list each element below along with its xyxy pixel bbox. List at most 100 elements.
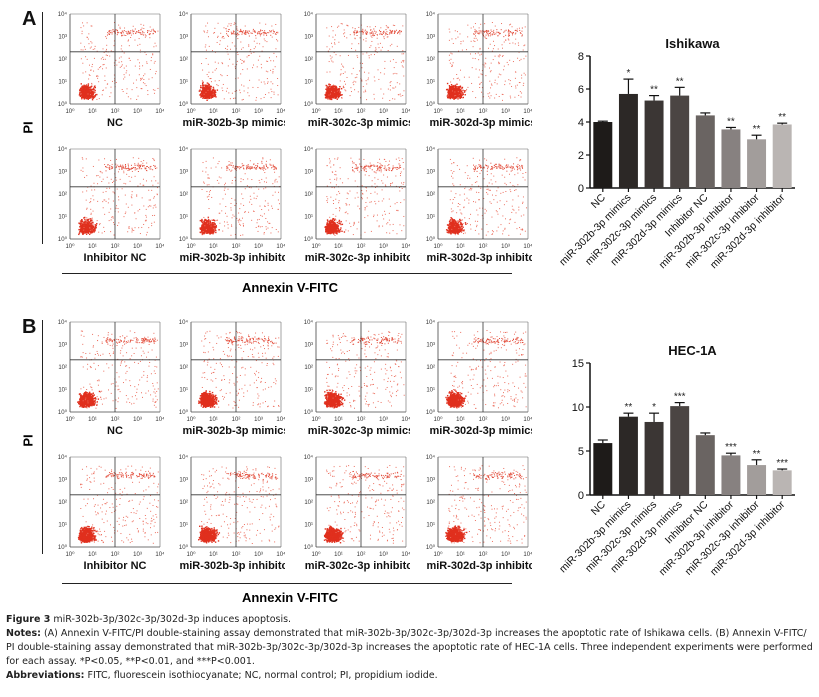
facs-y-tick-label: 10⁴ xyxy=(179,146,189,153)
facs-x-tick-label: 10⁴ xyxy=(523,243,532,250)
facs-y-tick-label: 10³ xyxy=(179,35,188,41)
panel-b-annexin-axis-line xyxy=(62,583,512,584)
facs-y-tick-label: 10³ xyxy=(179,478,188,484)
facs-y-tick-label: 10³ xyxy=(426,35,435,41)
facs-y-tick-label: 10³ xyxy=(304,35,313,41)
notes-label: Notes: xyxy=(6,628,41,639)
facs-y-tick-label: 10² xyxy=(179,500,188,506)
panel-b-pi-axis-line xyxy=(42,320,43,554)
y-tick-label: 6 xyxy=(578,84,584,96)
facs-plot-label: miR-302b-3p inhibitor xyxy=(179,560,285,572)
panel-a-pi-axis-line xyxy=(42,12,43,244)
facs-x-tick-label: 10³ xyxy=(254,552,263,558)
facs-points xyxy=(445,330,527,409)
facs-x-tick-label: 10¹ xyxy=(88,109,97,115)
facs-x-tick-label: 10⁴ xyxy=(276,416,285,423)
facs-x-tick-label: 10² xyxy=(111,109,120,115)
facs-y-tick-label: 10⁴ xyxy=(58,319,68,326)
facs-y-tick-label: 10² xyxy=(426,57,435,63)
facs-y-tick-label: 10¹ xyxy=(58,80,67,86)
chart-title: Ishikawa xyxy=(665,38,720,51)
facs-y-tick-label: 10⁰ xyxy=(179,544,189,551)
facs-x-tick-label: 10³ xyxy=(133,244,142,250)
caption-title-line: Figure 3 miR-302b-3p/302c-3p/302d-3p ind… xyxy=(6,613,814,627)
facs-x-tick-label: 10² xyxy=(111,244,120,250)
facs-points xyxy=(198,330,280,409)
facs-y-tick-label: 10² xyxy=(58,365,67,371)
facs-x-tick-label: 10⁰ xyxy=(311,108,321,115)
facs-y-tick-label: 10¹ xyxy=(426,388,435,394)
facs-y-tick-label: 10¹ xyxy=(179,80,188,86)
x-tick-label: NC xyxy=(589,498,609,518)
facs-x-tick-label: 10² xyxy=(232,109,241,115)
facs-y-tick-label: 10³ xyxy=(58,478,67,484)
facs-points xyxy=(77,465,159,544)
facs-x-tick-label: 10¹ xyxy=(88,552,97,558)
facs-y-tick-label: 10⁰ xyxy=(304,236,314,243)
significance-label: ** xyxy=(676,76,684,87)
facs-plot-label: miR-302b-3p inhibitor xyxy=(179,252,285,264)
facs-x-tick-label: 10⁴ xyxy=(401,108,410,115)
facs-x-tick-label: 10⁴ xyxy=(523,108,532,115)
panel-a-annexin-label: Annexin V-FITC xyxy=(241,280,339,295)
facs-y-tick-label: 10¹ xyxy=(426,523,435,529)
facs-x-tick-label: 10³ xyxy=(254,109,263,115)
facs-y-tick-label: 10⁴ xyxy=(58,146,68,153)
facs-x-tick-label: 10³ xyxy=(254,244,263,250)
facs-x-tick-label: 10⁴ xyxy=(155,416,164,423)
facs-y-tick-label: 10⁰ xyxy=(426,544,436,551)
facs-x-tick-label: 10² xyxy=(479,552,488,558)
facs-y-tick-label: 10⁰ xyxy=(58,236,68,243)
significance-label: * xyxy=(652,402,656,413)
facs-points xyxy=(198,22,279,101)
facs-x-tick-label: 10¹ xyxy=(334,552,343,558)
facs-x-tick-label: 10³ xyxy=(379,552,388,558)
panel-a-letter: A xyxy=(22,8,37,30)
facs-x-tick-label: 10⁴ xyxy=(401,551,410,558)
significance-label: ** xyxy=(753,124,761,135)
abbrev-text: FITC, fluorescein isothiocyanate; NC, no… xyxy=(87,670,438,681)
facs-plot-label: miR-302d-3p mimics xyxy=(430,425,532,437)
facs-x-tick-label: 10² xyxy=(232,417,241,423)
panel-b-letter: B xyxy=(22,316,37,338)
facs-points xyxy=(323,330,405,409)
facs-x-tick-label: 10¹ xyxy=(88,244,97,250)
bar xyxy=(695,115,715,188)
facs-plot-label: miR-302c-3p mimics xyxy=(308,425,410,437)
facs-x-tick-label: 10¹ xyxy=(456,417,465,423)
facs-plot-label: miR-302c-3p inhibitor xyxy=(305,560,410,572)
facs-x-tick-label: 10⁰ xyxy=(186,108,196,115)
y-tick-label: 8 xyxy=(578,51,584,63)
facs-y-tick-label: 10⁴ xyxy=(426,146,436,153)
caption-notes: Notes: (A) Annexin V-FITC/PI double-stai… xyxy=(6,627,814,669)
facs-x-tick-label: 10¹ xyxy=(334,109,343,115)
facs-points xyxy=(445,157,527,236)
facs-y-tick-label: 10¹ xyxy=(58,388,67,394)
significance-label: *** xyxy=(674,392,686,403)
facs-points xyxy=(198,466,280,544)
facs-y-tick-label: 10¹ xyxy=(179,215,188,221)
facs-y-tick-label: 10¹ xyxy=(304,215,313,221)
facs-x-tick-label: 10² xyxy=(111,552,120,558)
facs-y-tick-label: 10⁴ xyxy=(304,11,314,18)
facs-y-tick-label: 10³ xyxy=(179,170,188,176)
chart-title: HEC-1A xyxy=(668,345,717,358)
facs-x-tick-label: 10⁴ xyxy=(401,416,410,423)
facs-x-tick-label: 10⁴ xyxy=(155,108,164,115)
facs-y-tick-label: 10⁴ xyxy=(179,11,189,18)
facs-y-tick-label: 10⁰ xyxy=(58,409,68,416)
y-tick-label: 5 xyxy=(578,446,584,458)
facs-plot-label: Inhibitor NC xyxy=(84,252,147,264)
panel-a-pi-label: PI xyxy=(20,121,36,134)
facs-x-tick-label: 10² xyxy=(111,417,120,423)
facs-x-tick-label: 10⁰ xyxy=(65,416,75,423)
